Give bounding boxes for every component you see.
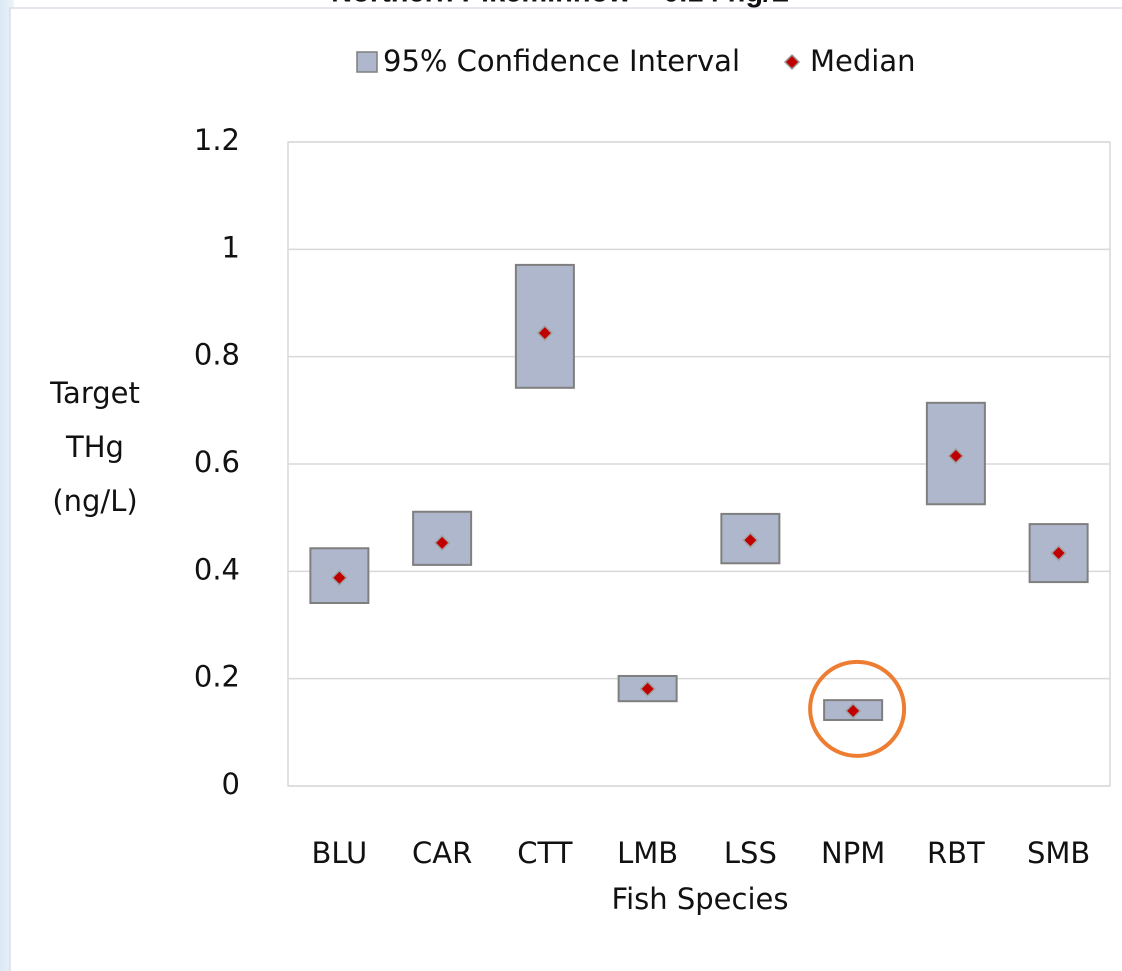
y-tick-label: 0.8: [194, 338, 240, 372]
x-tick-label: CTT: [517, 836, 572, 870]
x-tick-label: RBT: [927, 836, 985, 870]
x-tick-label: SMB: [1027, 836, 1090, 870]
legend-swatch: [356, 51, 378, 73]
median-marker: [947, 447, 964, 465]
y-tick-label: 0.2: [194, 660, 240, 694]
median-marker: [639, 680, 656, 697]
highlight-circle: [808, 659, 907, 758]
ci-bar: [720, 512, 781, 565]
x-tick-label: BLU: [311, 836, 367, 870]
chart-title: Northern Pikeminnow – 0.14 ng/L: [331, 0, 789, 9]
median-marker: [331, 569, 348, 586]
x-tick-label: NPM: [821, 836, 885, 870]
y-tick-label: 1.2: [194, 123, 240, 157]
x-axis-label: Fish Species: [612, 882, 789, 916]
median-marker: [845, 702, 862, 719]
median-marker: [536, 324, 553, 342]
plot-border: [287, 141, 1111, 787]
x-tick-label: LMB: [617, 836, 678, 870]
median-marker: [1050, 545, 1067, 562]
median-marker: [434, 534, 451, 551]
y-tick-label: 0.6: [194, 445, 240, 479]
y-tick-label: 0.4: [194, 552, 240, 586]
median-marker: [742, 532, 759, 549]
x-tick-label: CAR: [412, 836, 472, 870]
y-axis-label: THg: [65, 430, 124, 464]
y-tick-label: 0: [222, 767, 240, 801]
y-axis-label: Target: [49, 376, 140, 410]
y-tick-label: 1: [222, 230, 240, 264]
legend-label: 95% Confidence Interval: [383, 44, 740, 78]
x-tick-label: LSS: [724, 836, 777, 870]
legend-label: Median: [810, 44, 915, 78]
y-axis-label: (ng/L): [52, 484, 137, 518]
legend-swatch: [783, 53, 801, 71]
